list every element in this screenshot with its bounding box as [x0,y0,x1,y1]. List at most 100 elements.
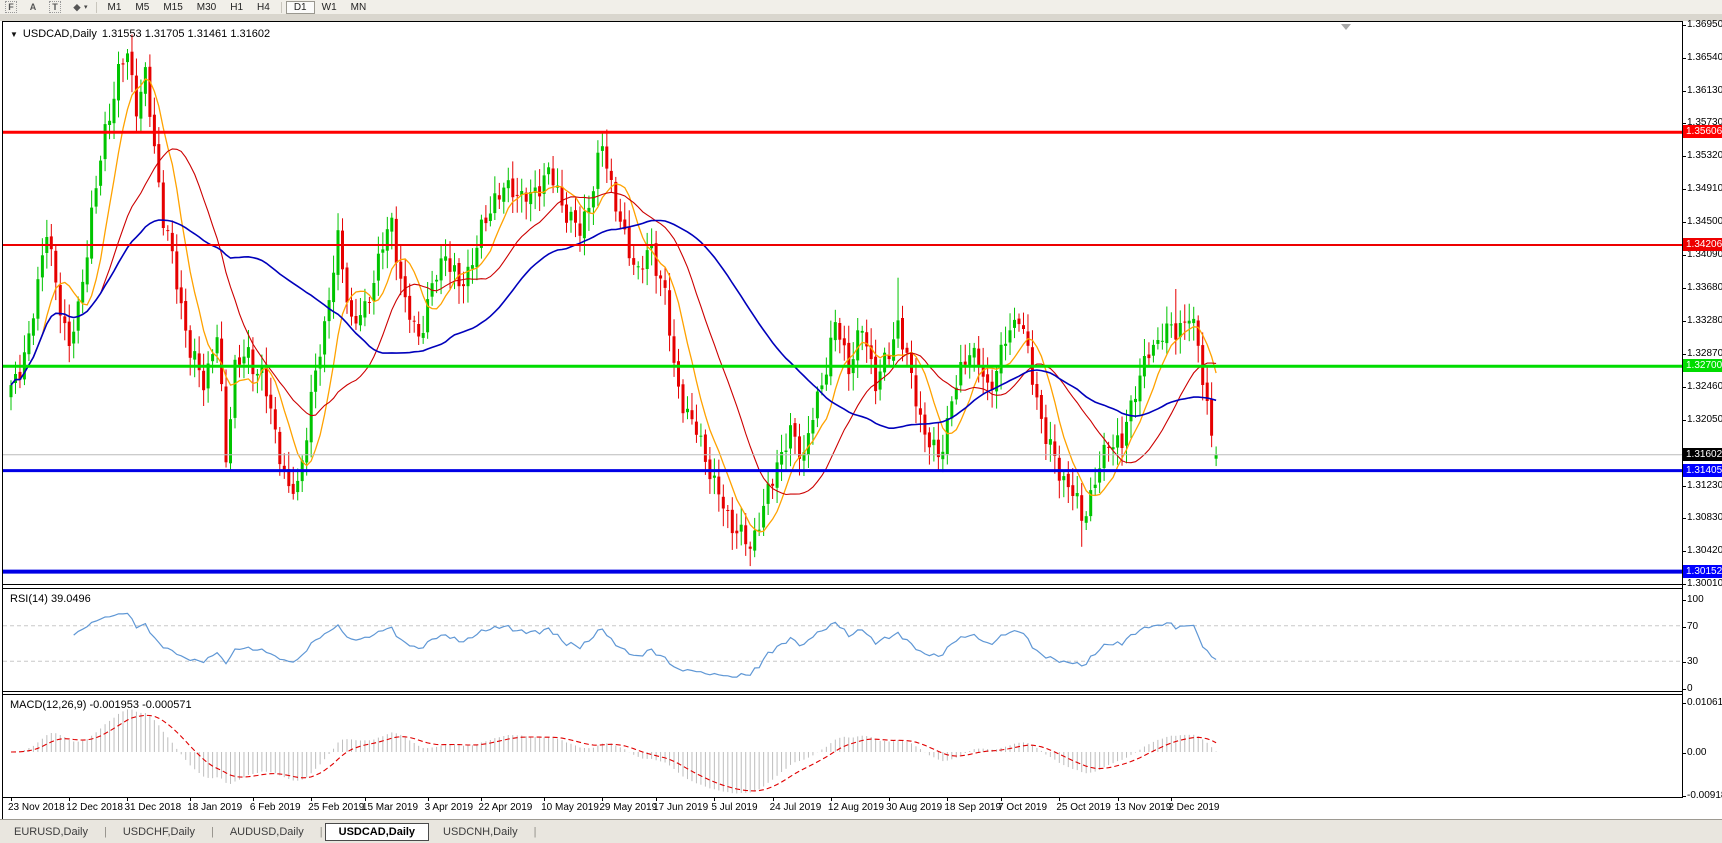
chart-ohlc-values: 1.31553 1.31705 1.31461 1.31602 [101,28,271,40]
date-label: 31 Dec 2018 [124,802,182,813]
date-label: 18 Sep 2019 [944,802,1002,813]
chart-symbol-label: USDCAD,Daily [22,28,97,40]
timeframe-button-m30[interactable]: M30 [196,1,217,13]
tab-audusd-daily[interactable]: AUDUSD,Daily [229,826,304,838]
date-label: 30 Aug 2019 [886,802,943,813]
rsi-tick-label: 100 [1683,594,1704,605]
date-tick [714,798,716,801]
price-tick-label: 1.30420 [1682,544,1722,556]
toolbar-separator [95,1,97,13]
date-label: 15 Mar 2019 [361,802,419,813]
date-label: 25 Feb 2019 [308,802,365,813]
tab-separator: | [103,826,107,838]
price-level-tag: 1.34206 [1683,238,1722,252]
chart-tab-bar: EURUSD,Daily | USDCHF,Daily | AUDUSD,Daily | U… [0,819,1722,843]
timeframe-button-m1[interactable]: M1 [107,1,122,13]
date-label: 13 Nov 2019 [1114,802,1172,813]
price-tick-label: 1.35320 [1682,150,1722,162]
date-label: 23 Nov 2018 [8,802,65,813]
timeframe-button-w1[interactable]: W1 [321,1,337,13]
rsi-tick-label: 0 [1683,683,1693,694]
timeframe-button-d1[interactable]: D1 [285,0,315,14]
timeframe-button-h4[interactable]: H4 [257,1,270,13]
price-tick-label: 1.30830 [1682,511,1722,523]
price-tick-label: 1.32870 [1682,347,1722,359]
date-tick [772,798,774,801]
timeframe-button-m15[interactable]: M15 [163,1,183,13]
price-tick-label: 1.35730 [1682,117,1722,129]
price-tick-label: 1.31230 [1682,479,1722,491]
date-tick [544,798,546,801]
price-tick-label: 1.32460 [1682,380,1722,392]
date-tick [364,798,366,801]
date-tick [889,798,891,801]
fibonacci-tool-icon[interactable]: F [0,1,22,14]
price-tick-label: 1.32050 [1682,413,1722,425]
price-tick-label: 1.36130 [1682,85,1722,97]
date-tick [427,798,429,801]
arrows-dropdown-caret[interactable]: ▾ [84,4,88,11]
time-axis[interactable]: 23 Nov 2018 12 Dec 2018 31 Dec 2018 18 Jan … [3,798,1682,819]
price-level-tag: 1.30152 [1683,564,1722,578]
price-chart-panel[interactable]: ▼ USDCAD,Daily 1.31553 1.31705 1.31461 1… [3,21,1682,585]
price-tick-label: 1.36950 [1682,19,1722,30]
date-label: 12 Dec 2018 [66,802,123,813]
price-axis[interactable]: 1.36950 1.36540 1.36130 1.35730 1.35320 1.349… [1682,19,1722,801]
date-label: 25 Oct 2019 [1056,802,1111,813]
macd-tick-label: 0.010615 [1683,697,1722,709]
date-tick [1117,798,1119,801]
rsi-tick-label: 70 [1682,620,1699,632]
date-label: 5 Jul 2019 [711,802,758,813]
date-tick [656,798,658,801]
date-tick [69,798,71,801]
price-tick-label: 1.34910 [1682,183,1722,195]
price-tick-label: 1.36540 [1682,52,1722,64]
price-level-tag: 1.32700 [1683,359,1722,373]
date-tick [311,798,313,801]
price-level-tag: 1.35606 [1683,125,1722,139]
timeframe-button-h1[interactable]: H1 [230,1,244,13]
price-tick-label: 1.30010 [1682,578,1722,590]
label-tool-icon[interactable]: T [44,1,66,14]
price-tick-label: 1.34090 [1682,249,1722,261]
chevron-down-icon[interactable]: ▼ [10,29,18,39]
date-tick [127,798,129,801]
macd-tick-label: -0.00918 [1682,790,1722,802]
rsi-chart-canvas[interactable] [3,589,1682,691]
date-tick [1059,798,1061,801]
date-tick [602,798,604,801]
date-tick [1171,798,1173,801]
chart-shift-marker-icon[interactable] [1341,24,1351,30]
price-tick-label: 1.34500 [1682,216,1722,228]
date-label: 12 Aug 2019 [827,802,884,813]
date-label: 10 May 2019 [541,802,599,813]
date-tick [11,798,12,801]
window-strip [0,15,1722,21]
rsi-panel[interactable]: RSI(14) 39.0496 [3,588,1682,692]
macd-panel[interactable]: MACD(12,26,9) -0.001953 -0.000571 [3,694,1682,798]
text-tool-icon[interactable]: A [29,2,37,12]
timeframe-button-mn[interactable]: MN [350,1,367,13]
price-tick-label: 1.33680 [1682,282,1722,294]
candlestick-chart-canvas[interactable] [3,22,1682,584]
date-label: 6 Feb 2019 [249,802,301,813]
tab-separator: | [533,826,537,838]
rsi-tick-label: 30 [1682,656,1699,668]
macd-chart-canvas[interactable] [3,695,1682,797]
timeframe-button-m5[interactable]: M5 [135,1,150,13]
tab-eurusd-daily[interactable]: EURUSD,Daily [14,826,88,838]
date-tick [947,798,949,801]
chart-window: ▼ USDCAD,Daily 1.31553 1.31705 1.31461 1… [2,19,1722,819]
tab-usdcnh-daily[interactable]: USDCNH,Daily [443,826,518,838]
date-tick [1001,798,1003,801]
toolbar-separator [280,1,282,13]
date-tick [481,798,483,801]
tab-usdcad-daily[interactable]: USDCAD,Daily [324,823,430,841]
current-price-tag: 1.31602 [1683,447,1722,461]
date-tick [252,798,254,801]
rsi-indicator-label: RSI(14) 39.0496 [10,593,91,605]
tab-usdchf-daily[interactable]: USDCHF,Daily [122,826,195,838]
date-label: 24 Jul 2019 [769,802,822,813]
arrows-tool-icon[interactable]: ◆ [73,1,81,12]
